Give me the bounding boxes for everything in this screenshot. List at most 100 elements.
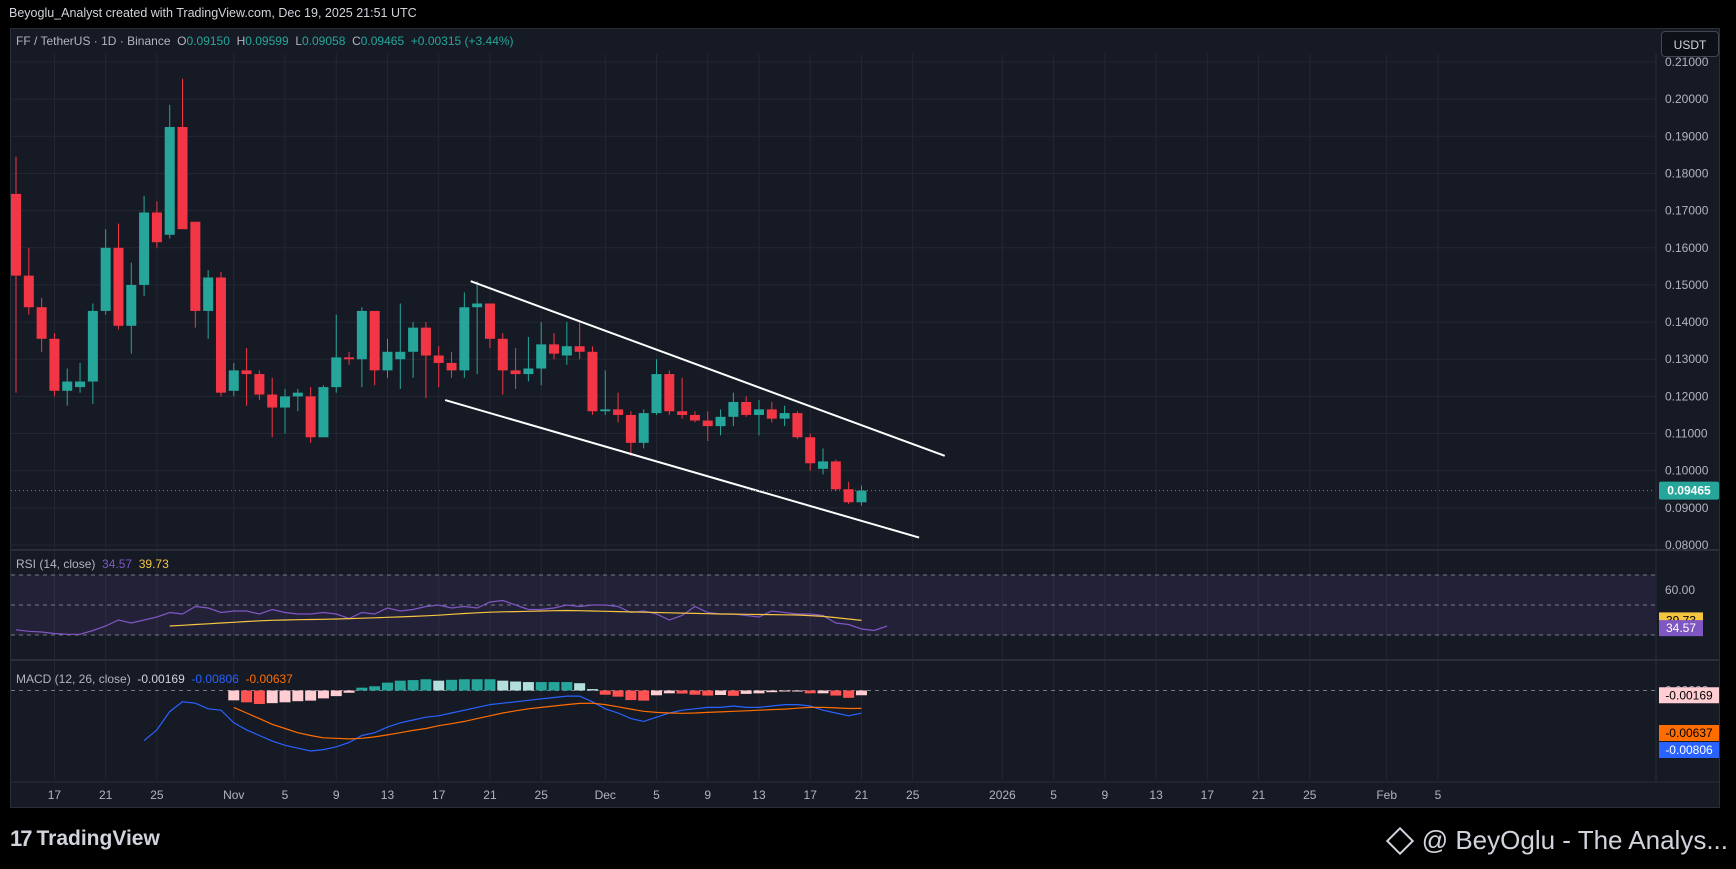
- price-axis-label: 0.13000: [1665, 352, 1709, 366]
- macd-histogram-bar: [599, 690, 611, 695]
- candle-body: [177, 127, 188, 230]
- macd-histogram-bar: [433, 680, 445, 691]
- macd-value-tag: [1659, 725, 1719, 741]
- chart-frame[interactable]: [10, 28, 1720, 808]
- macd-histogram-bar: [420, 679, 432, 691]
- candle-body: [100, 247, 111, 311]
- macd-histogram-bar: [356, 687, 368, 691]
- candle-body: [600, 409, 611, 412]
- currency-button[interactable]: USDT: [1661, 31, 1719, 57]
- candle-body: [62, 381, 73, 391]
- price-axis-label: 0.21000: [1665, 55, 1709, 69]
- macd-histogram-bar: [279, 690, 291, 703]
- candle-body: [472, 303, 483, 308]
- time-axis-label: 9: [333, 788, 340, 802]
- candle-body: [331, 357, 342, 388]
- candle-body: [49, 338, 60, 391]
- binance-diamond-icon: [1385, 826, 1414, 855]
- macd-histogram-bar: [830, 690, 842, 696]
- macd-histogram-bar: [663, 690, 675, 694]
- macd-histogram-bar: [791, 690, 803, 692]
- candle-body: [382, 351, 393, 371]
- time-axis-label: 25: [150, 788, 164, 802]
- candle-body: [446, 362, 457, 371]
- close-label: C: [352, 34, 361, 48]
- macd-histogram-bar: [381, 682, 393, 691]
- macd-histogram-bar: [586, 689, 598, 691]
- macd-signal-line: [233, 702, 862, 740]
- price-axis-label: 0.12000: [1665, 389, 1709, 403]
- trendline-upper: [470, 280, 946, 457]
- candle-body: [792, 413, 803, 438]
- price-axis-label: 0.18000: [1665, 166, 1709, 180]
- macd-histogram-bar: [548, 682, 560, 691]
- time-axis-label: 25: [1303, 788, 1317, 802]
- rsi-axis-label: 60.00: [1665, 583, 1695, 597]
- macd-hist-value: -0.00169: [137, 672, 185, 686]
- candle-body: [625, 414, 636, 443]
- time-axis-label: 13: [381, 788, 395, 802]
- candle-body: [856, 490, 867, 503]
- candle-body: [753, 409, 764, 415]
- candle-body: [164, 127, 175, 235]
- macd-histogram-bar: [625, 690, 637, 701]
- candle-body: [11, 193, 21, 276]
- candle-body: [356, 310, 367, 360]
- macd-histogram-bar: [766, 690, 778, 693]
- macd-histogram-bar: [676, 690, 688, 694]
- candle-body: [395, 351, 406, 360]
- time-axis-label: 2026: [989, 788, 1016, 802]
- macd-histogram-bar: [253, 690, 265, 704]
- change-value: +0.00315 (+3.44%): [410, 34, 514, 48]
- candle-body: [190, 221, 201, 311]
- watermark-text: @ BeyOglu - The Analys...: [1421, 825, 1728, 855]
- macd-legend: MACD (12, 26, close) -0.00169 -0.00806 -…: [16, 672, 293, 686]
- time-axis-label: 5: [1435, 788, 1442, 802]
- price-axis-label: 0.10000: [1665, 464, 1709, 478]
- candle-body: [369, 310, 380, 371]
- candle-body: [305, 396, 316, 438]
- price-axis-label: 0.16000: [1665, 241, 1709, 255]
- candle-body: [830, 461, 841, 490]
- macd-histogram-bar: [638, 690, 650, 701]
- candle-body: [23, 275, 34, 308]
- close-value: 0.09465: [360, 34, 405, 48]
- time-axis-label: 9: [704, 788, 711, 802]
- candle-body: [420, 327, 431, 356]
- macd-histogram-bar: [817, 690, 829, 694]
- candle-body: [87, 310, 98, 382]
- candle-body: [510, 370, 521, 375]
- tradingview-logo-icon: 17: [10, 826, 33, 851]
- time-axis-label: 21: [1252, 788, 1266, 802]
- macd-histogram-bar: [317, 690, 329, 699]
- macd-line: [143, 695, 862, 752]
- candle-body: [408, 327, 419, 352]
- time-axis-label: 13: [1149, 788, 1163, 802]
- candle-body: [215, 277, 226, 393]
- candle-body: [638, 413, 649, 443]
- candle-body: [677, 411, 688, 415]
- macd-histogram-bar: [484, 679, 496, 691]
- candle-body: [75, 381, 86, 388]
- macd-histogram-bar: [843, 690, 855, 698]
- macd-value: -0.00806: [191, 672, 239, 686]
- price-axis-label: 0.08000: [1665, 538, 1709, 552]
- candle-body: [574, 346, 585, 352]
- candle-body: [126, 284, 137, 326]
- macd-histogram-bar: [241, 690, 253, 703]
- footer: [0, 808, 1736, 869]
- candle-body: [344, 357, 355, 360]
- watermark: @ BeyOglu - The Analys...: [1385, 825, 1728, 856]
- rsi-ma-value: 39.73: [138, 557, 169, 571]
- candle-body: [651, 374, 662, 414]
- time-axis-label: 25: [906, 788, 920, 802]
- rsi-band-fill: [11, 575, 1655, 635]
- macd-value-tag-label: -0.00637: [1665, 726, 1713, 740]
- candle-body: [318, 387, 329, 438]
- rsi-value: 34.57: [102, 557, 133, 571]
- tradingview-logo[interactable]: 17 TradingView: [10, 826, 160, 852]
- candle-body: [728, 401, 739, 417]
- candle-body: [549, 344, 560, 354]
